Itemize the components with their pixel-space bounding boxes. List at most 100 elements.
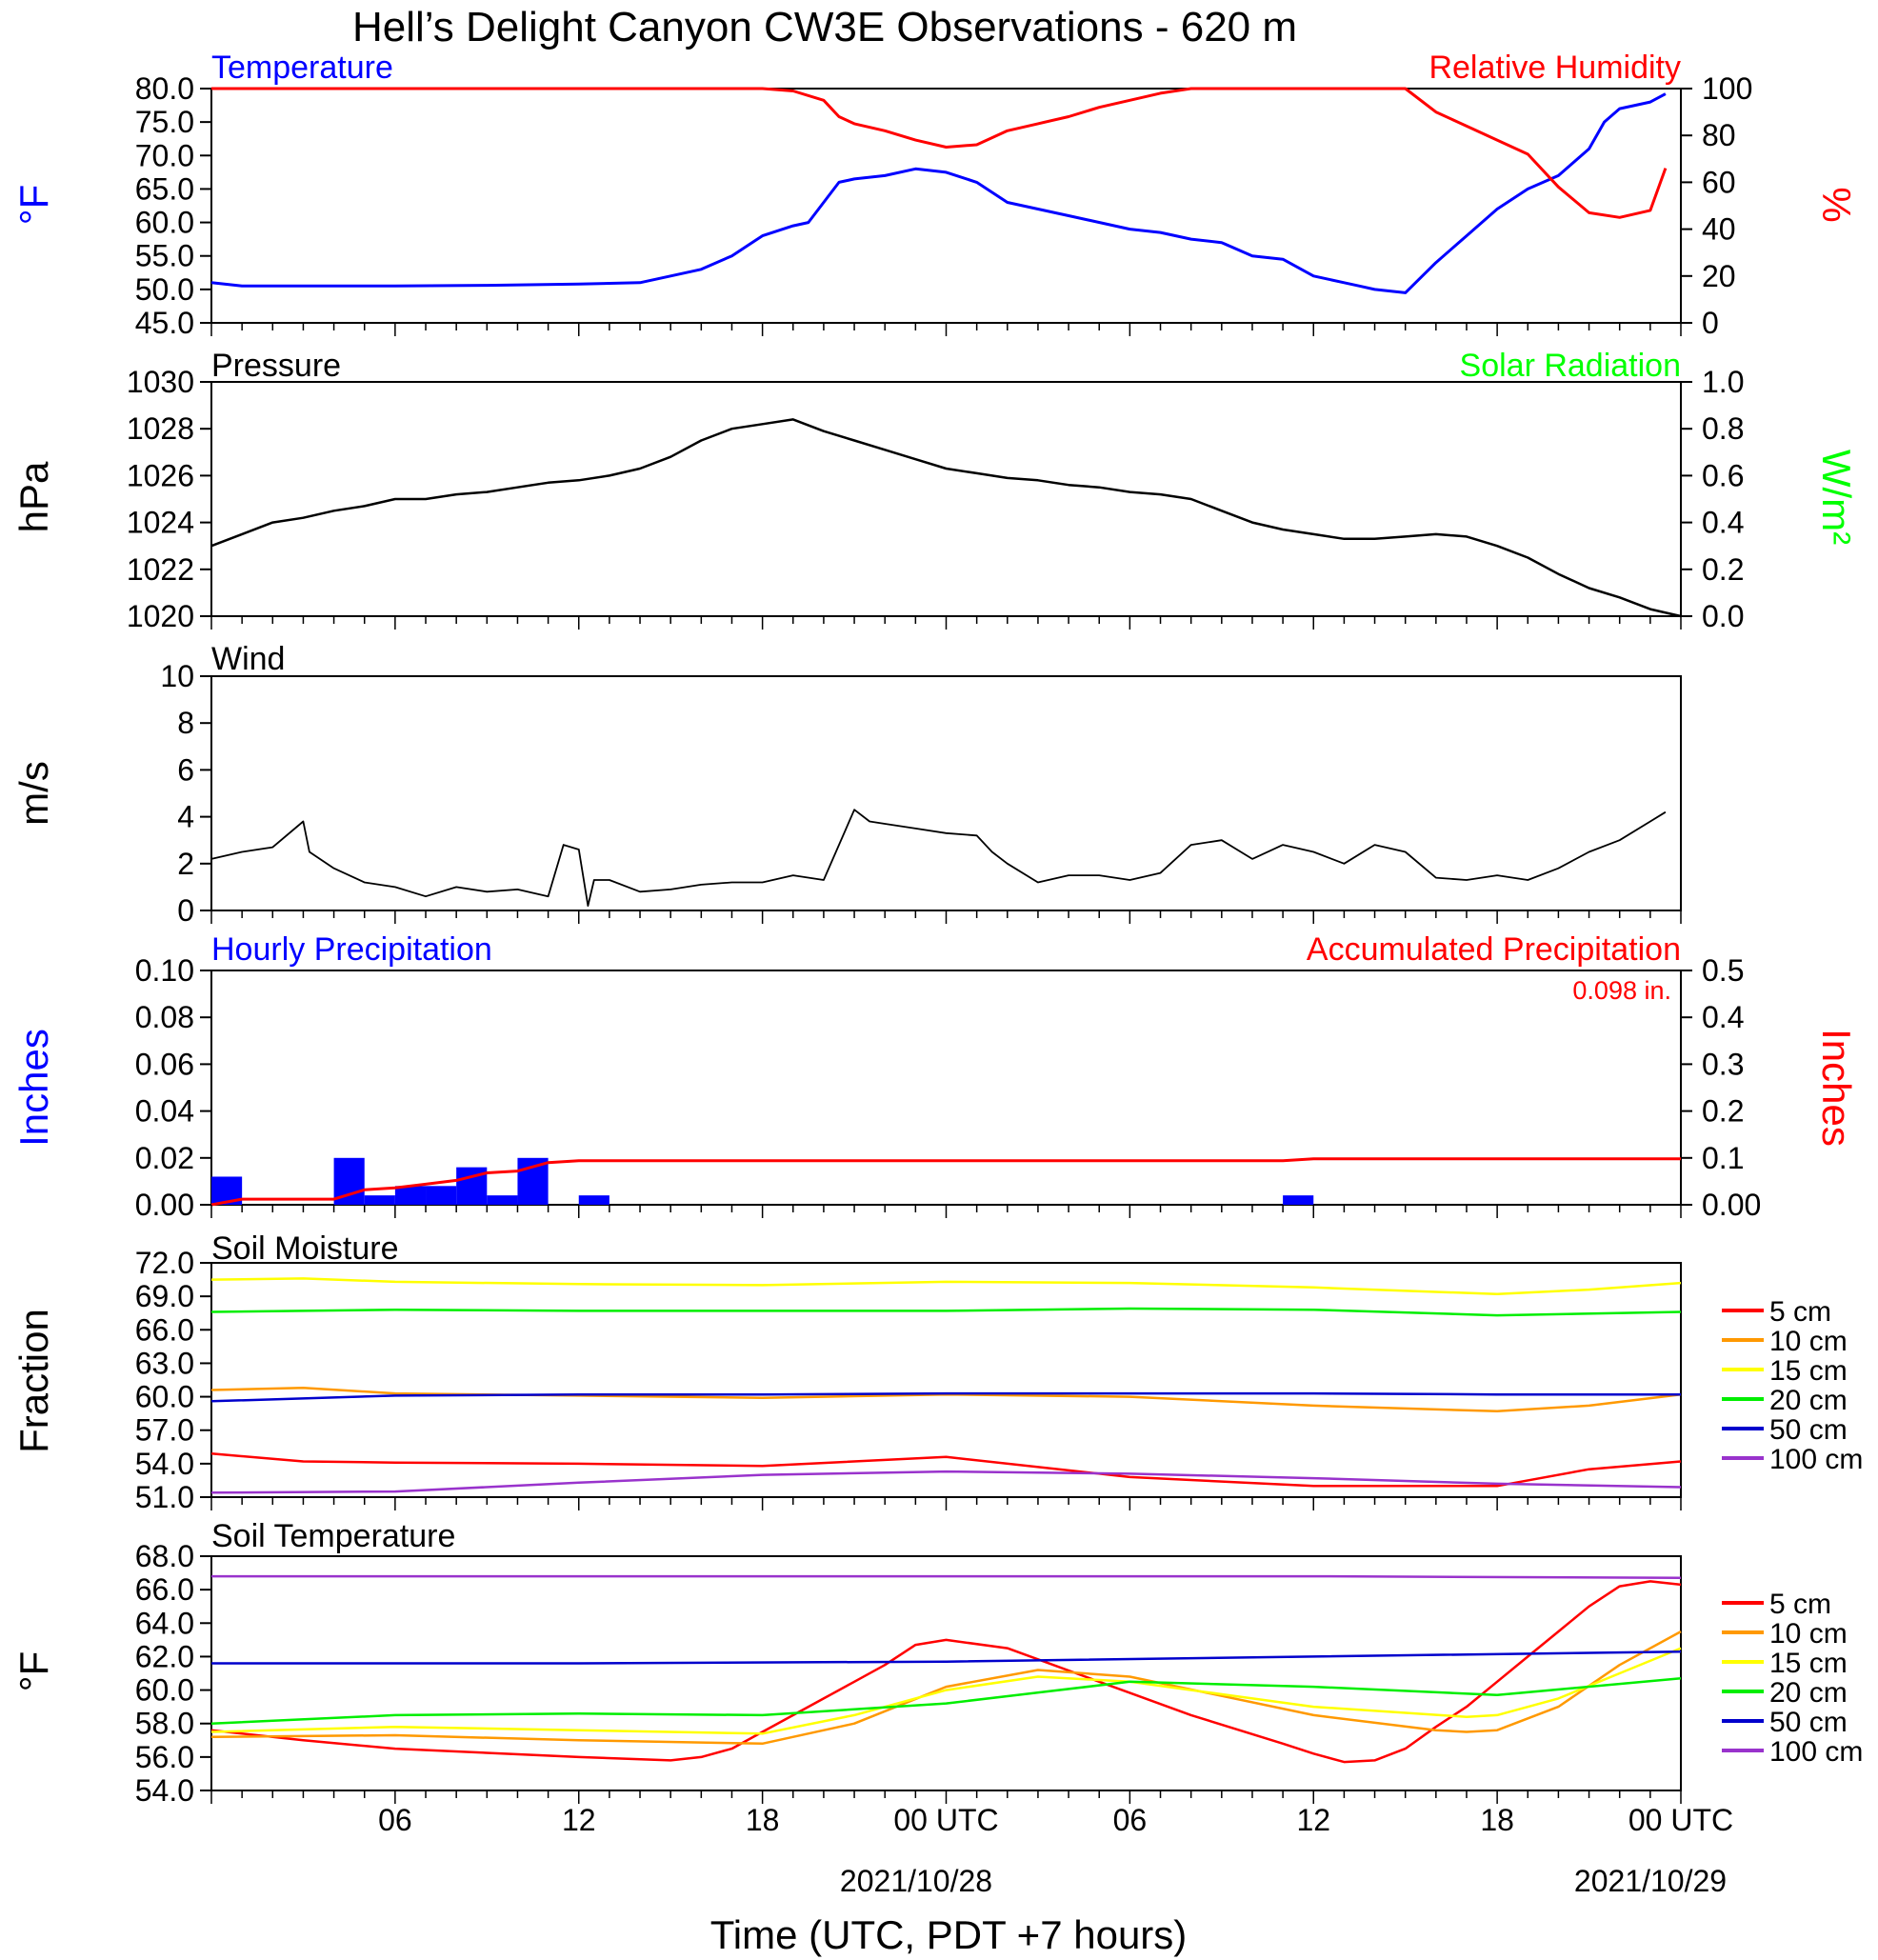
xtick-label: 12 <box>1296 1803 1330 1837</box>
temperature-ylabel: °F <box>11 185 56 225</box>
legend-label: 100 cm <box>1769 1444 1863 1475</box>
wind-ylabel: m/s <box>11 761 56 826</box>
x-date-2: 2021/10/29 <box>1574 1864 1727 1898</box>
ytick-label: 51.0 <box>135 1480 194 1514</box>
pressure-panel: Pressure Solar Radiation 102010221024102… <box>11 348 1859 633</box>
ytick-label: 0.2 <box>1702 1094 1744 1129</box>
x-minor-ticks <box>210 1205 1682 1218</box>
legend-label: 50 cm <box>1769 1707 1848 1738</box>
soil-temp-line-20cm <box>210 1677 1682 1725</box>
ytick-label: 0.2 <box>1702 552 1744 587</box>
soil-temperature-yaxis-ticks: 54.056.058.060.062.064.066.068.0 <box>135 1539 211 1808</box>
legend-label: 5 cm <box>1769 1589 1831 1620</box>
soil-moisture-line-5cm <box>210 1452 1682 1488</box>
x-axis-ticks: 06 12 18 00 UTC 06 12 18 00 UTC <box>378 1803 1733 1837</box>
x-minor-ticks <box>210 910 1682 924</box>
soil-temp-line-100cm <box>211 1574 1682 1580</box>
x-minor-ticks <box>210 616 1682 630</box>
wind-title: Wind <box>211 641 285 677</box>
ytick-label: 80 <box>1702 118 1736 152</box>
wind-panel: Wind 0 2 4 6 8 10 m/s <box>11 641 1682 928</box>
legend-label: 15 cm <box>1769 1648 1848 1679</box>
pressure-ylabel: hPa <box>11 461 56 532</box>
ytick-label: 57.0 <box>135 1413 194 1448</box>
legend-label: 5 cm <box>1769 1296 1831 1328</box>
legend-label: 10 cm <box>1769 1618 1848 1650</box>
pressure-yaxis-ticks: 1020 1022 1024 1026 1028 1030 <box>127 365 211 633</box>
ytick-label: 0.8 <box>1702 411 1744 446</box>
soil-moisture-line-50cm <box>210 1391 1681 1403</box>
ytick-label: 55.0 <box>135 239 194 273</box>
ytick-label: 58.0 <box>135 1707 194 1741</box>
ytick-label: 0.00 <box>135 1188 194 1222</box>
precip-bar <box>487 1195 518 1205</box>
soil-temp-line-15cm <box>210 1647 1682 1735</box>
xtick-label: 18 <box>746 1803 780 1837</box>
ytick-label: 1026 <box>127 458 194 492</box>
humidity-line <box>211 87 1668 219</box>
temperature-series <box>210 87 1668 294</box>
xtick-label: 18 <box>1480 1803 1514 1837</box>
ytick-label: 4 <box>177 800 194 834</box>
legend-label: 100 cm <box>1769 1736 1863 1768</box>
legend-label: 10 cm <box>1769 1326 1848 1357</box>
ytick-label: 66.0 <box>135 1312 194 1347</box>
soil-temperature-series <box>210 1574 1682 1764</box>
ytick-label: 0.04 <box>135 1094 194 1129</box>
ytick-label: 0.08 <box>135 1000 194 1034</box>
precip-series <box>210 1157 1681 1207</box>
wind-yaxis-ticks: 0 2 4 6 8 10 <box>160 659 211 928</box>
humidity-title: Relative Humidity <box>1428 50 1681 86</box>
ytick-label: 75.0 <box>135 105 194 139</box>
xtick-label: 00 UTC <box>1628 1803 1733 1837</box>
ytick-label: 0.4 <box>1702 506 1744 540</box>
precip-yaxis-ticks: 0.00 0.02 0.04 0.06 0.08 0.10 <box>135 953 211 1222</box>
ytick-label: 68.0 <box>135 1539 194 1573</box>
ytick-label: 62.0 <box>135 1639 194 1673</box>
x-date-1: 2021/10/28 <box>840 1864 992 1898</box>
ytick-label: 0.02 <box>135 1141 194 1175</box>
temperature-line <box>210 92 1667 294</box>
precip-bar <box>364 1195 395 1205</box>
soil-temp-line-5cm <box>210 1580 1682 1764</box>
ytick-label: 72.0 <box>135 1246 194 1280</box>
ytick-label: 1020 <box>127 599 194 633</box>
legend-label: 50 cm <box>1769 1414 1848 1446</box>
ytick-label: 66.0 <box>135 1572 194 1607</box>
soil-temperature-title: Soil Temperature <box>211 1518 455 1554</box>
solar-ylabel: W/m² <box>1814 450 1859 545</box>
precip-bar <box>394 1186 427 1205</box>
xtick-label: 00 UTC <box>893 1803 998 1837</box>
ytick-label: 60.0 <box>135 1673 194 1708</box>
ytick-label: 56.0 <box>135 1740 194 1774</box>
precip-plot-frame <box>210 970 1682 1206</box>
ytick-label: 40 <box>1702 212 1736 247</box>
wind-series <box>210 809 1667 907</box>
ytick-label: 8 <box>177 706 194 740</box>
ytick-label: 45.0 <box>135 306 194 340</box>
ytick-label: 0.5 <box>1702 953 1744 988</box>
ytick-label: 0.4 <box>1702 1000 1744 1034</box>
ytick-label: 60 <box>1702 165 1736 199</box>
pressure-line <box>210 418 1682 618</box>
precip-panel: Hourly Precipitation Accumulated Precipi… <box>11 931 1859 1222</box>
ytick-label: 63.0 <box>135 1346 194 1380</box>
ytick-label: 80.0 <box>135 71 194 106</box>
ytick-label: 64.0 <box>135 1606 194 1640</box>
ytick-label: 0.0 <box>1702 599 1744 633</box>
ytick-label: 1.0 <box>1702 365 1744 399</box>
soil-temp-line-50cm <box>211 1650 1682 1665</box>
ytick-label: 50.0 <box>135 272 194 307</box>
soil-moisture-title: Soil Moisture <box>211 1230 399 1267</box>
xtick-label: 12 <box>562 1803 596 1837</box>
temperature-panel: Temperature Relative Humidity 45.050.055… <box>11 50 1859 340</box>
accum-precip-title: Accumulated Precipitation <box>1307 931 1681 968</box>
xtick-label: 06 <box>1113 1803 1148 1837</box>
x-minor-ticks <box>210 1790 1682 1804</box>
precip-bar <box>426 1186 457 1205</box>
pressure-title: Pressure <box>211 348 341 384</box>
soil-moisture-line-20cm <box>210 1307 1682 1317</box>
soil-moisture-series <box>210 1277 1682 1494</box>
